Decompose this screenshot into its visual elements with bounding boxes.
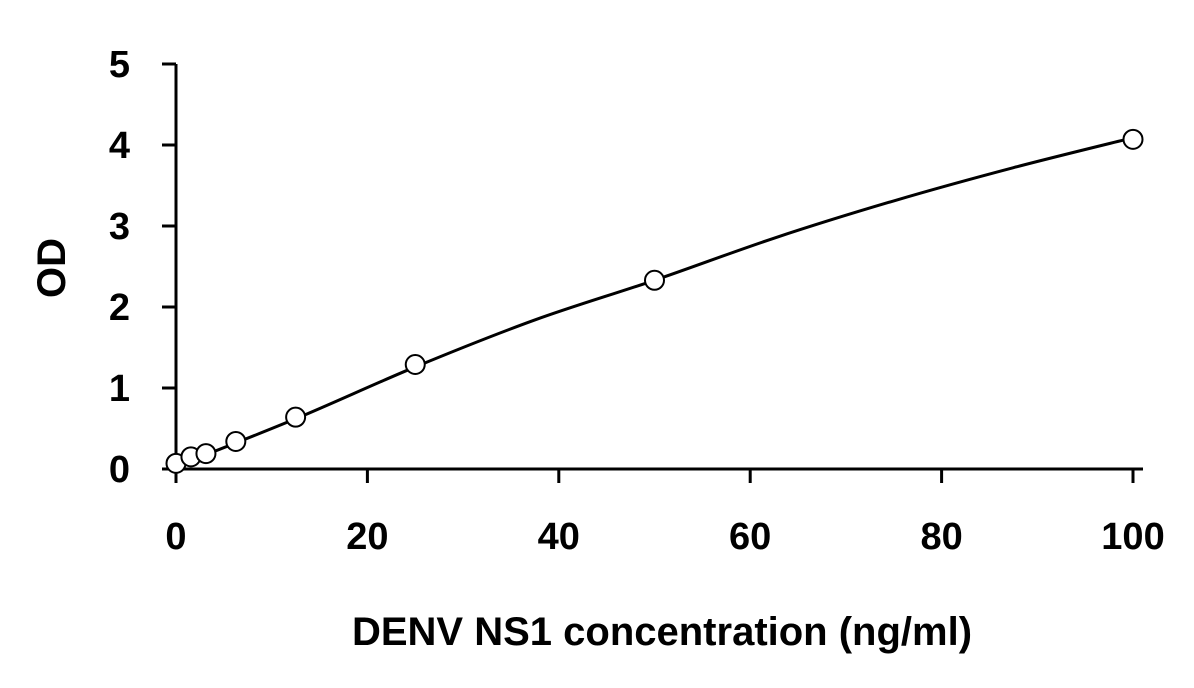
x-tick-label: 80 — [920, 516, 962, 558]
fit-curve-line — [175, 136, 1134, 468]
data-point — [195, 443, 217, 465]
y-tick-label: 1 — [109, 368, 130, 410]
y-axis: 0 1 2 3 4 5 — [109, 44, 178, 491]
data-point — [1122, 128, 1144, 150]
data-point — [404, 354, 426, 376]
x-tick-label: 40 — [538, 516, 580, 558]
y-tick-label: 3 — [109, 206, 130, 248]
x-tick-label: 20 — [346, 516, 388, 558]
x-tick-label: 100 — [1101, 516, 1164, 558]
x-tick-label: 60 — [729, 516, 771, 558]
data-point — [225, 430, 247, 452]
data-points — [165, 128, 1144, 474]
x-axis: 0 20 40 60 80 100 — [165, 467, 1165, 558]
y-axis-title: OD — [30, 238, 74, 298]
x-tick-label: 0 — [165, 516, 186, 558]
y-tick-label: 4 — [109, 125, 130, 167]
data-point — [285, 406, 307, 428]
data-point — [644, 269, 665, 291]
x-axis-title: DENV NS1 concentration (ng/ml) — [352, 610, 972, 654]
y-tick-label: 2 — [109, 287, 130, 329]
y-tick-label: 5 — [109, 44, 130, 86]
y-tick-label: 0 — [109, 449, 130, 491]
fit-curve — [175, 136, 1134, 468]
